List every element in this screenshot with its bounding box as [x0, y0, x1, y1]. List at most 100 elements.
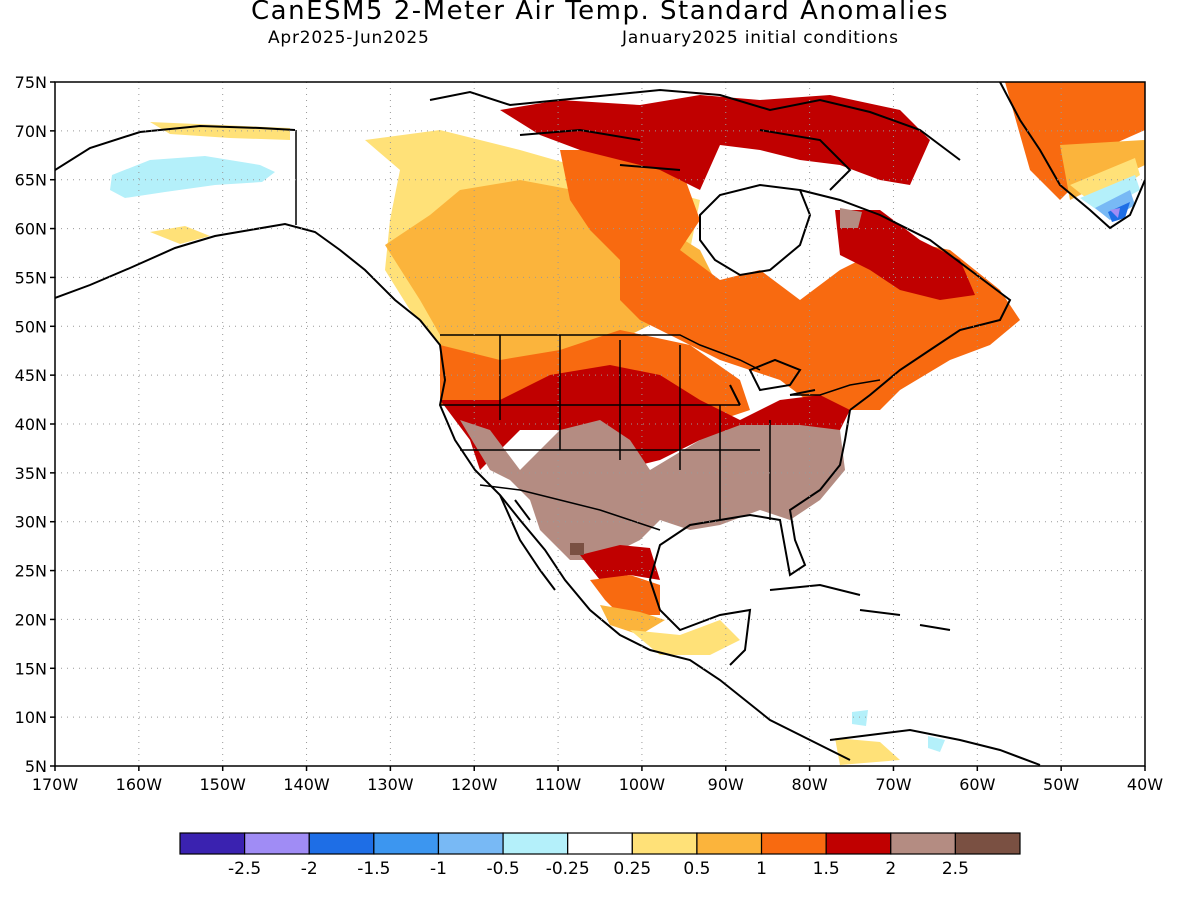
colorbar-label: 0.5 — [683, 859, 710, 879]
anomaly-mexico-darkbrown — [570, 543, 584, 555]
coast-great-lakes — [729, 358, 816, 406]
colorbar-swatch — [954, 832, 1021, 855]
lat-tick-label: 35N — [15, 464, 47, 483]
anomaly-labrador-brown — [840, 208, 862, 228]
lat-tick-label: 10N — [15, 708, 47, 727]
axis-ticks — [50, 81, 1146, 771]
anomaly-southamerica-yellow — [835, 738, 900, 765]
lat-tick-label: 45N — [15, 366, 47, 385]
anomaly-mexico-red — [580, 545, 660, 580]
anomaly-southamerica-cyan — [928, 736, 945, 752]
political-borders — [295, 130, 881, 531]
coast-caribbean — [769, 583, 951, 631]
lon-tick-label: 140W — [283, 775, 330, 794]
coastlines — [55, 82, 1145, 766]
colorbar-label: 1 — [756, 859, 767, 879]
coast-southamerica — [829, 728, 1041, 766]
anomaly-mexico-lightorange — [600, 605, 665, 635]
initial-conditions: January2025 initial conditions — [622, 28, 899, 48]
colorbar-label: -0.5 — [486, 859, 519, 879]
lat-tick-label: 55N — [15, 268, 47, 287]
lon-tick-label: 170W — [32, 775, 79, 794]
anomaly-greenland-purple — [1110, 208, 1120, 218]
lat-tick-label: 75N — [15, 73, 47, 92]
coast-west — [419, 319, 851, 761]
lat-tick-label: 50N — [15, 317, 47, 336]
lat-tick-label: 70N — [15, 122, 47, 141]
gridlines — [55, 82, 1145, 766]
colorbar-label: -1 — [430, 859, 447, 879]
lon-tick-label: 40W — [1127, 775, 1163, 794]
coast-greenland — [999, 82, 1145, 230]
colorbar: -2.5 -2 -1.5 -1 -0.5 -0.25 0.25 0.5 1 1.5 2 2.5 — [179, 832, 1021, 879]
lat-tick-label: 30N — [15, 513, 47, 532]
colorbar-label: 0.25 — [613, 859, 651, 879]
anomaly-mexico-orange — [590, 575, 660, 615]
anomaly-labrador-red — [835, 210, 975, 300]
longitude-labels: 170W 160W 150W 140W 130W 120W 110W 100W 90W 80W 70… — [32, 775, 1163, 794]
anomaly-shading — [110, 82, 1145, 765]
lon-tick-label: 60W — [959, 775, 995, 794]
coast-baja — [499, 494, 556, 591]
colorbar-swatch — [890, 832, 956, 855]
colorbar-label: 2.5 — [942, 859, 969, 879]
lon-tick-label: 120W — [451, 775, 498, 794]
border-us-mexico — [479, 484, 661, 531]
lat-tick-label: 65N — [15, 171, 47, 190]
map-title: CanESM5 2-Meter Air Temp. Standard Anoma… — [251, 0, 949, 26]
anomaly-yucatan-yellow — [630, 620, 740, 655]
lon-tick-label: 50W — [1043, 775, 1079, 794]
anomaly-greenland-cyan — [1080, 175, 1140, 212]
lon-tick-label: 160W — [116, 775, 163, 794]
anomaly-greenland-orange — [1005, 82, 1145, 200]
lat-tick-label: 20N — [15, 610, 47, 629]
coast-gulf — [648, 409, 851, 666]
lon-tick-label: 90W — [708, 775, 744, 794]
anomaly-eastcanada-orange — [560, 150, 1020, 410]
coast-alaska — [55, 124, 421, 321]
coast-hudson-bay — [699, 183, 812, 277]
anomaly-greenland-yellow — [1070, 158, 1140, 205]
lon-tick-label: 110W — [535, 775, 582, 794]
anomaly-arctic-red — [500, 95, 930, 190]
lat-tick-label: 5N — [25, 757, 47, 776]
latitude-labels: 75N 70N 65N 60N 55N 50N 45N 40N 35N 30N 25N 20N 15N 1… — [15, 73, 47, 776]
border-us-states — [440, 335, 771, 520]
lon-tick-label: 80W — [792, 775, 828, 794]
colorbar-swatch — [760, 832, 827, 855]
colorbar-swatch — [567, 832, 633, 855]
colorbar-swatch — [502, 832, 569, 855]
lon-tick-label: 70W — [875, 775, 911, 794]
anomaly-caribbean-cyan — [852, 710, 868, 726]
anomaly-alaska-cyan — [110, 156, 275, 198]
lat-tick-label: 25N — [15, 562, 47, 581]
colorbar-label: -2.5 — [228, 859, 261, 879]
anomaly-us-red — [440, 365, 850, 470]
lon-tick-label: 130W — [367, 775, 414, 794]
lon-tick-label: 150W — [200, 775, 247, 794]
map-plot-area — [55, 82, 1145, 766]
forecast-period: Apr2025-Jun2025 — [268, 28, 430, 48]
lat-tick-label: 15N — [15, 659, 47, 678]
coast-labrador — [799, 189, 1012, 411]
anomaly-greenland-blue — [1095, 190, 1135, 220]
lon-tick-label: 100W — [619, 775, 666, 794]
colorbar-label: -1.5 — [357, 859, 390, 879]
colorbar-label: -0.25 — [546, 859, 590, 879]
colorbar-swatch — [179, 832, 246, 855]
colorbar-swatch — [373, 832, 440, 855]
colorbar-label: -2 — [301, 859, 318, 879]
colorbar-swatch — [437, 832, 504, 855]
lat-tick-label: 60N — [15, 220, 47, 239]
border-us-canada — [440, 334, 881, 396]
colorbar-label: 2 — [885, 859, 896, 879]
coast-arctic-islands — [429, 88, 961, 191]
colorbar-swatch — [244, 832, 310, 855]
anomaly-us-brown — [460, 420, 845, 560]
colorbar-label: 1.5 — [813, 859, 840, 879]
colorbar-swatch — [825, 832, 892, 855]
anomaly-alaska-south-yellow — [150, 226, 210, 244]
lat-tick-label: 40N — [15, 415, 47, 434]
colorbar-swatch — [696, 832, 763, 855]
